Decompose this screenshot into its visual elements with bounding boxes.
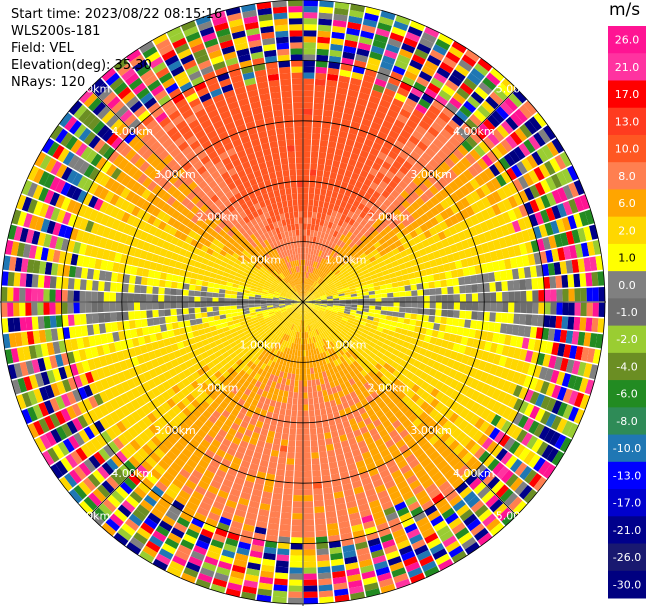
colorbar-swatch [608, 216, 646, 245]
diagonal-line [89, 88, 517, 516]
colorbar-tick-label: 6.0 [618, 197, 636, 210]
colorbar-swatch [608, 271, 646, 299]
ring-label: 5.00km [69, 510, 111, 523]
instrument-label: WLS200s-181 [11, 24, 101, 39]
colorbar-swatch [608, 298, 646, 327]
colorbar-tick-label: -21.0 [613, 524, 641, 537]
ring-label: 3.00km [410, 424, 452, 437]
colorbar-swatch [608, 189, 646, 218]
colorbar-swatch [608, 352, 646, 381]
colorbar-swatch [608, 325, 646, 354]
ring-label: 3.00km [410, 168, 452, 181]
ring-label: 1.00km [240, 253, 282, 266]
colorbar-tick-label: 2.0 [618, 224, 636, 237]
ring-label: 1.00km [240, 339, 282, 352]
ring-label: 2.00km [368, 381, 410, 394]
colorbar-swatch [608, 516, 646, 545]
nrays-label: NRays: 120 [11, 75, 86, 90]
elevation-label: Elevation(deg): 35.30 [11, 58, 152, 73]
ring-label: 3.00km [154, 168, 196, 181]
ring-label: 2.00km [197, 211, 239, 224]
colorbar-swatch [608, 380, 646, 408]
colorbar-swatch [608, 434, 646, 463]
colorbar-tick-label: -26.0 [613, 551, 641, 564]
colorbar-swatch [608, 543, 646, 572]
colorbar-tick-label: 1.0 [618, 252, 636, 265]
colorbar-tick-label: -6.0 [616, 388, 637, 401]
ring-label: 1.00km [325, 253, 367, 266]
colorbar-tick-label: 13.0 [615, 115, 640, 128]
colorbar-swatch [608, 80, 646, 109]
ring-label: 5.00km [496, 82, 538, 95]
colorbar-swatch [608, 162, 646, 190]
colorbar-swatch [608, 53, 646, 81]
ring-label: 5.00km [496, 510, 538, 523]
colorbar-tick-label: -30.0 [613, 578, 641, 591]
colorbar-tick-label: -8.0 [616, 415, 637, 428]
colorbar-tick-label: 0.0 [618, 279, 636, 292]
colorbar-tick-label: -2.0 [616, 333, 637, 346]
colorbar-tick-label: 8.0 [618, 170, 636, 183]
colorbar-tick-label: 10.0 [615, 143, 640, 156]
colorbar-swatch [608, 570, 646, 599]
colorbar-tick-label: -1.0 [616, 306, 637, 319]
ring-label: 4.00km [111, 125, 153, 138]
radar-gates [1, 0, 605, 604]
colorbar-swatch [608, 107, 646, 136]
colorbar-tick-label: 21.0 [615, 61, 640, 74]
colorbar-tick-label: 17.0 [615, 88, 640, 101]
ring-label: 2.00km [368, 211, 410, 224]
colorbar-tick-label: -10.0 [613, 442, 641, 455]
colorbar-swatch [608, 407, 646, 436]
colorbar-tick-label: -4.0 [616, 360, 637, 373]
ring-label: 5.00km [69, 82, 111, 95]
ring-label: 4.00km [453, 125, 495, 138]
ring-labels: 1.00km 1.00km 1.00km 1.00km 2.00km 2.00km 2.00… [69, 82, 538, 522]
colorbar-swatch [608, 461, 646, 490]
ring-label: 4.00km [111, 467, 153, 480]
colorbar-swatch [608, 134, 646, 163]
colorbar-tick-label: -13.0 [613, 469, 641, 482]
colorbar-tick-label: 26.0 [615, 34, 640, 47]
colorbar-unit: m/s [609, 0, 641, 20]
ring-label: 2.00km [197, 381, 239, 394]
ring-label: 1.00km [325, 339, 367, 352]
field-label: Field: VEL [11, 41, 74, 56]
start-time-label: Start time: 2023/08/22 08:15:16 [11, 7, 223, 22]
colorbar-swatch [608, 489, 646, 517]
colorbar-swatch [608, 243, 646, 272]
range-rings [0, 0, 606, 606]
ring-label: 3.00km [154, 424, 196, 437]
ring-label: 4.00km [453, 467, 495, 480]
colorbar-tick-label: -17.0 [613, 497, 641, 510]
colorbar-swatch [608, 26, 646, 54]
